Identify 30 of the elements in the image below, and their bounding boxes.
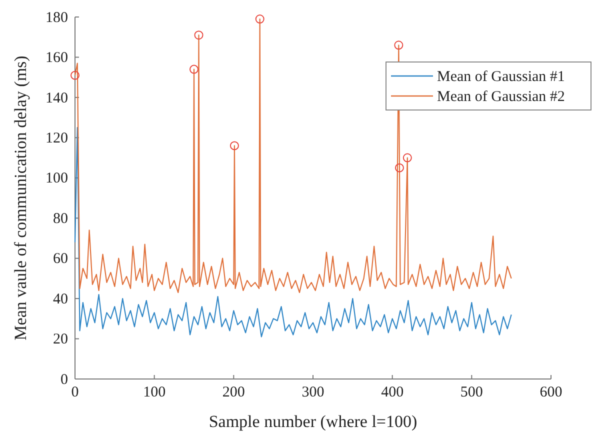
point bbox=[394, 163, 404, 172]
x-tick-label: 0 bbox=[71, 384, 79, 401]
point bbox=[70, 70, 80, 80]
x-tick-label: 600 bbox=[540, 384, 562, 401]
y-tick-label: 100 bbox=[46, 170, 68, 187]
point bbox=[402, 153, 412, 162]
point bbox=[230, 141, 239, 150]
point bbox=[190, 64, 198, 74]
x-axis-title: Sample number (where l=100) bbox=[208, 412, 418, 431]
legend-label: Mean of Gaussian #1 bbox=[437, 69, 565, 85]
x-tick-label: 500 bbox=[460, 384, 483, 401]
point bbox=[255, 14, 264, 24]
y-tick-label: 80 bbox=[53, 210, 68, 227]
y-tick-label: 120 bbox=[46, 130, 68, 146]
point bbox=[394, 40, 404, 50]
legend-label: Mean of Gaussian #2 bbox=[437, 89, 565, 105]
x-tick-label: 200 bbox=[222, 384, 245, 401]
y-axis-title: Mean vaule of communication delay (ms) bbox=[11, 56, 30, 340]
x-tick-label: 100 bbox=[143, 384, 166, 401]
y-tick-label: 60 bbox=[53, 251, 68, 268]
x-tick-label: 300 bbox=[302, 384, 324, 401]
x-tick-label: 400 bbox=[381, 384, 404, 401]
point bbox=[194, 30, 204, 40]
y-tick-label: 140 bbox=[46, 90, 68, 106]
y-tick-label: 160 bbox=[46, 50, 68, 66]
line-series bbox=[74, 127, 512, 338]
y-tick-label: 20 bbox=[53, 332, 68, 348]
y-tick-label: 0 bbox=[60, 372, 68, 388]
y-tick-label: 40 bbox=[53, 291, 68, 308]
y-tick-label: 180 bbox=[46, 10, 68, 26]
